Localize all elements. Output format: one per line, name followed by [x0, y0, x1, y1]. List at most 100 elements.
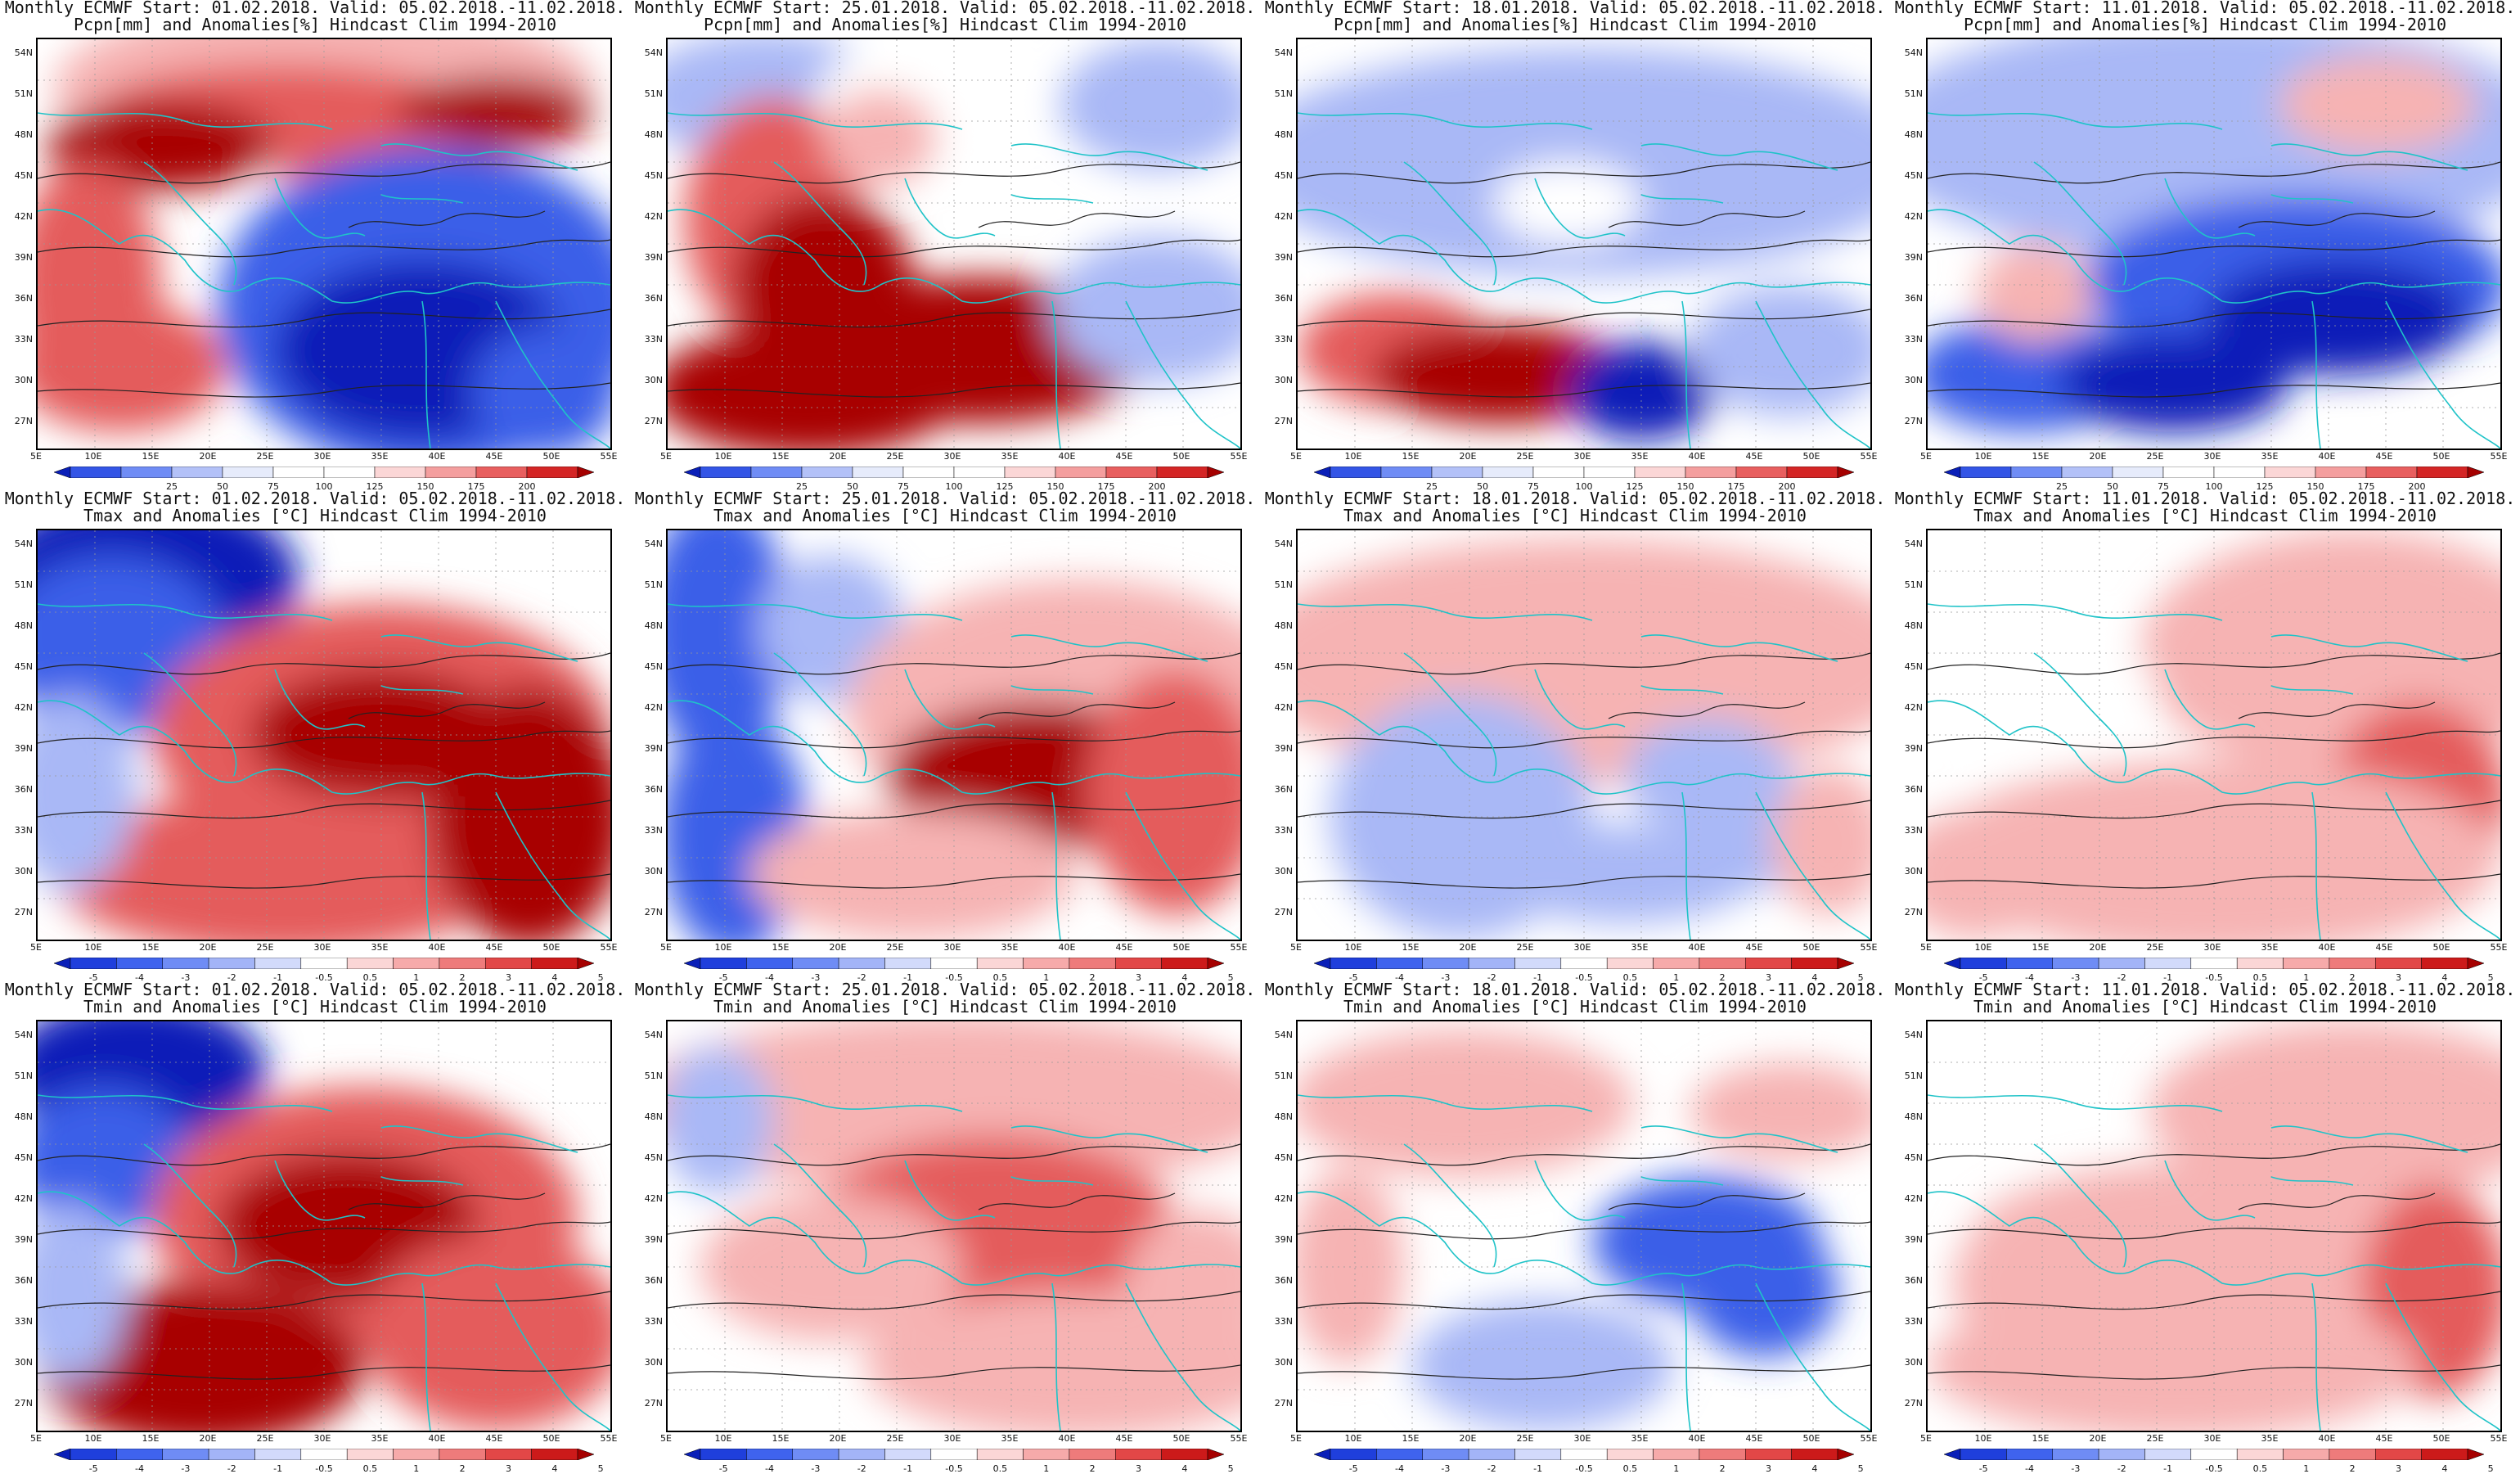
longitude-label: 5E [660, 1433, 672, 1444]
colorbar-segment [1583, 467, 1636, 478]
coastline [495, 300, 610, 449]
contour-line [668, 1364, 1240, 1380]
latitude-label: 30N [14, 375, 33, 385]
longitude-label: 15E [772, 1433, 790, 1444]
coastline [1010, 634, 1208, 662]
colorbar-label: 0.5 [362, 972, 378, 983]
colorbar-segment [801, 467, 853, 478]
map-panel: Monthly ECMWF Start: 11.01.2018. Valid: … [1890, 0, 2520, 492]
longitude-label: 10E [1974, 942, 1992, 953]
longitude-label: 45E [485, 942, 503, 953]
colorbar-segment [1161, 958, 1208, 969]
colorbar-label: 3 [2395, 1463, 2401, 1474]
latitude-label: 39N [14, 252, 33, 263]
colorbar-segment [976, 958, 1024, 969]
colorbar-label: -0.5 [945, 972, 963, 983]
colorbar-arrow-low [1944, 1449, 1961, 1460]
coastline [1755, 300, 1870, 449]
colorbar-label: 175 [2357, 481, 2375, 492]
contour-line [1608, 1192, 1806, 1210]
colorbar-label: 3 [2395, 972, 2401, 983]
panel-title-line1: Monthly ECMWF Start: 01.02.2018. Valid: … [4, 489, 626, 508]
latitude-label: 45N [644, 661, 663, 672]
colorbar-label: 5 [1227, 1463, 1234, 1474]
colorbar-label: 75 [268, 481, 279, 492]
colorbar-segment [254, 1449, 302, 1460]
colorbar-label: 2 [1089, 972, 1096, 983]
longitude-label: 45E [1745, 451, 1763, 462]
coastline [1928, 112, 2223, 130]
colorbar-label: 4 [1811, 1463, 1818, 1474]
contour-line [38, 1291, 610, 1310]
longitude-label: 35E [2261, 451, 2279, 462]
contour-line [1608, 701, 1806, 719]
colorbar-segment [439, 1449, 486, 1460]
colorbar-label: -0.5 [2205, 972, 2223, 983]
colorbar-segment [222, 467, 274, 478]
longitude-label: 30E [1573, 1433, 1591, 1444]
longitude-label: 55E [600, 451, 618, 462]
coastline [380, 143, 578, 171]
longitude-label: 20E [199, 942, 217, 953]
latitude-label: 45N [644, 170, 663, 181]
latitude-label: 42N [1274, 211, 1293, 222]
colorbar-label: 3 [1765, 1463, 1771, 1474]
map-canvas [38, 1021, 610, 1431]
contour-line [1928, 1221, 2500, 1240]
latitude-label: 30N [14, 1357, 33, 1368]
contour-line [1298, 382, 1870, 398]
longitude-label: 15E [142, 942, 160, 953]
coastline [1010, 1176, 1094, 1186]
coastline [380, 685, 464, 695]
longitude-label: 15E [2032, 1433, 2050, 1444]
contour-line [1928, 1143, 2500, 1166]
colorbar-label: -2 [857, 972, 866, 983]
colorbar-segment [2283, 1449, 2330, 1460]
coastline [1755, 791, 1870, 940]
contour-line [1928, 800, 2500, 819]
longitude-label: 5E [660, 942, 672, 953]
colorbar-label: -5 [1978, 1463, 1988, 1474]
anomaly-area [1052, 236, 1240, 383]
map-panel: Monthly ECMWF Start: 18.01.2018. Valid: … [1260, 980, 1890, 1474]
panel-title-line1: Monthly ECMWF Start: 18.01.2018. Valid: … [1264, 489, 1886, 508]
colorbar-label: 200 [1778, 481, 1796, 492]
colorbar-segment [254, 958, 302, 969]
colorbar-segment [2061, 467, 2113, 478]
contour-line [978, 210, 1176, 228]
colorbar-segment [2190, 1449, 2238, 1460]
longitude-label: 10E [1344, 1433, 1362, 1444]
map-canvas [38, 530, 610, 940]
longitude-label: 50E [542, 1433, 560, 1444]
colorbar-segment [1960, 467, 2012, 478]
coastline [1403, 161, 1497, 286]
colorbar-label: -1 [1533, 1463, 1543, 1474]
anomaly-area [1690, 1226, 1838, 1357]
longitude-label: 45E [2375, 942, 2393, 953]
coastline [421, 300, 431, 449]
colorbar-segment [1960, 1449, 2007, 1460]
longitude-label: 25E [1516, 942, 1534, 953]
colorbar-label: -4 [1395, 1463, 1405, 1474]
colorbar-label: 150 [416, 481, 434, 492]
colorbar-label: -1 [903, 1463, 913, 1474]
colorbar-segment [272, 467, 325, 478]
colorbar-label: -4 [135, 972, 145, 983]
coastline [1640, 1176, 1724, 1186]
anomaly-area [1568, 342, 1715, 440]
longitude-label: 40E [428, 451, 446, 462]
panel-title-line1: Monthly ECMWF Start: 01.02.2018. Valid: … [4, 0, 626, 17]
latitude-label: 54N [644, 539, 663, 549]
colorbar-segment [300, 958, 348, 969]
colorbar [1314, 958, 1854, 969]
longitude-label: 15E [1402, 1433, 1420, 1444]
anomaly-map [1926, 1020, 2502, 1432]
colorbar-segment [120, 467, 173, 478]
longitude-label: 25E [1516, 451, 1534, 462]
colorbar-segment [485, 958, 532, 969]
anomaly-map [1296, 38, 1872, 450]
panel-title-line1: Monthly ECMWF Start: 25.01.2018. Valid: … [634, 0, 1256, 17]
map-panel: Monthly ECMWF Start: 25.01.2018. Valid: … [630, 489, 1260, 983]
latitude-label: 45N [1274, 661, 1293, 672]
latitude-label: 33N [1904, 334, 1923, 345]
